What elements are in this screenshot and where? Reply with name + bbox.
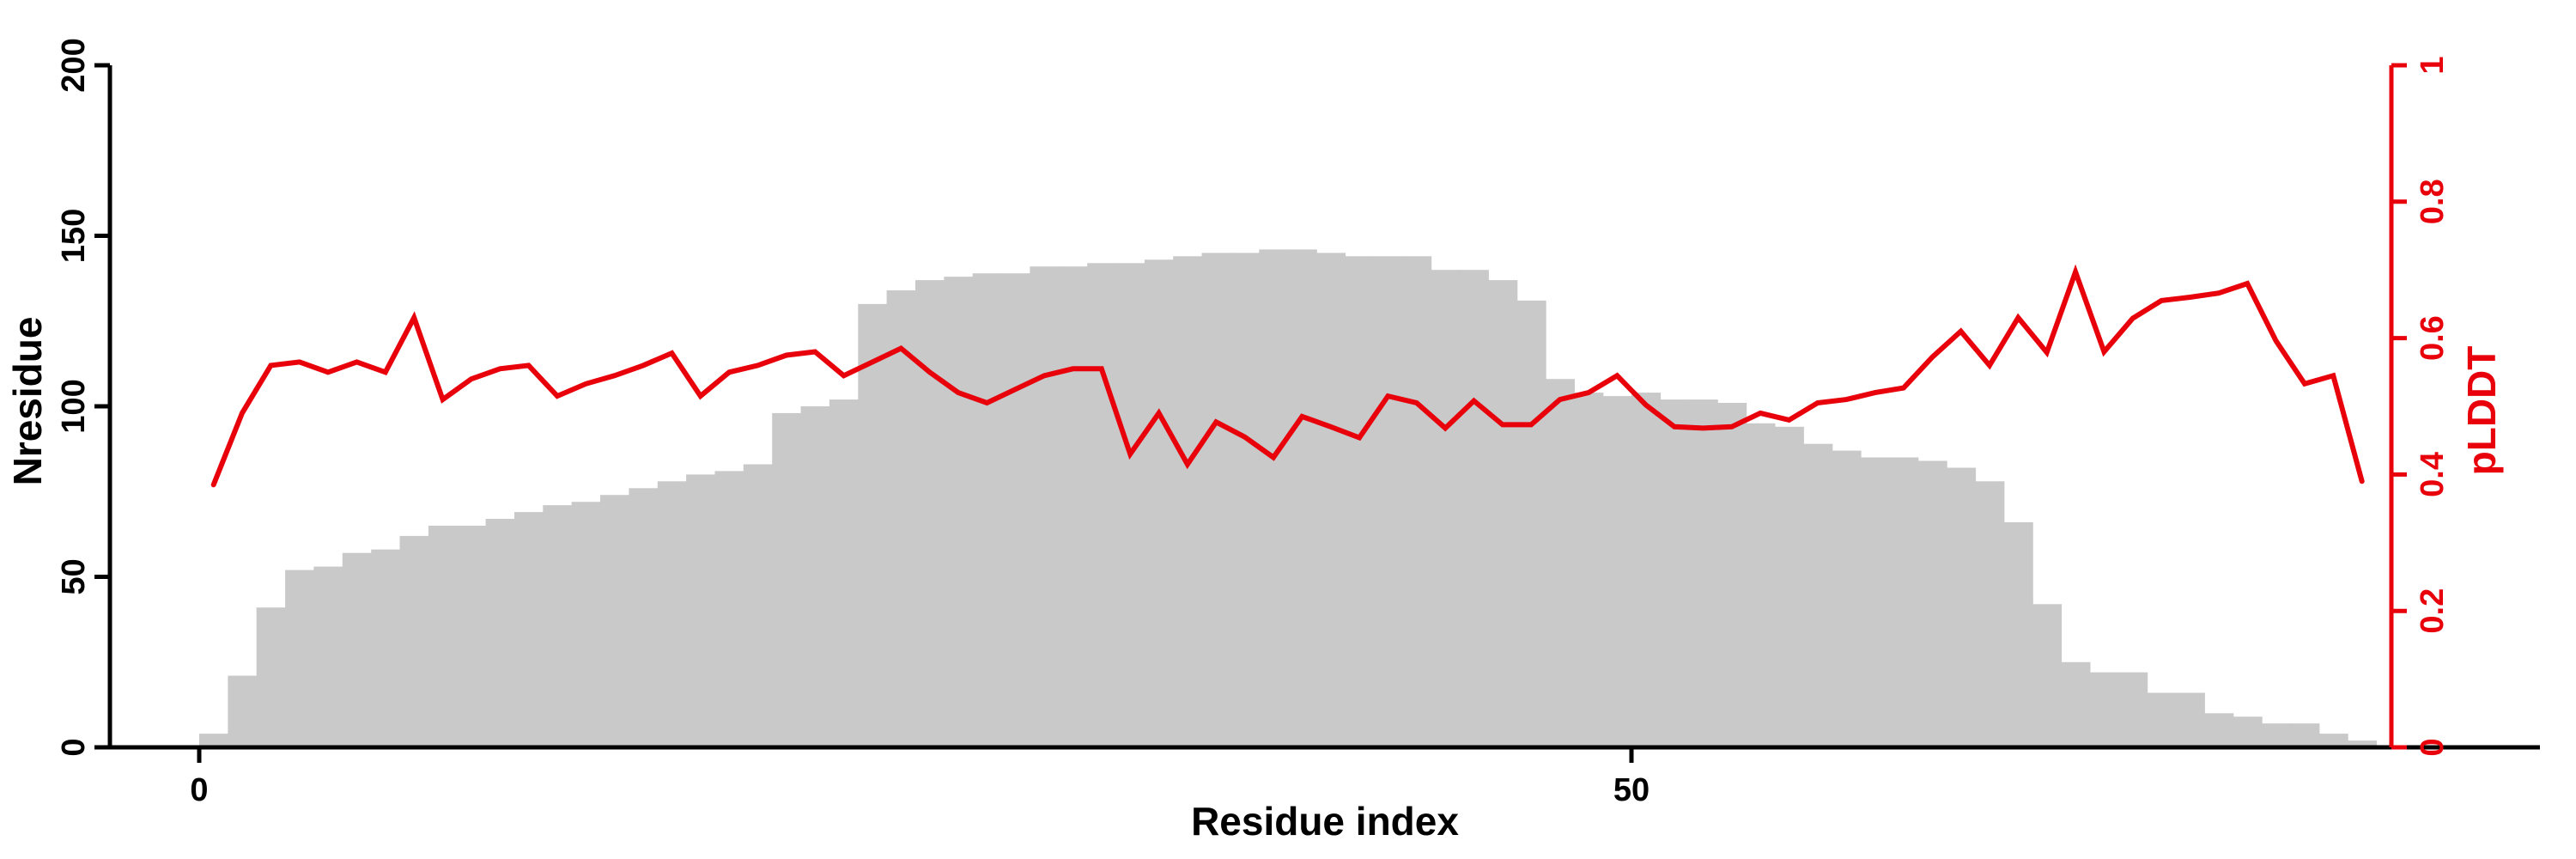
- right-tick-label: 0.4: [2415, 452, 2451, 497]
- bar: [1287, 249, 1317, 747]
- bar: [2318, 734, 2348, 747]
- bar: [2261, 723, 2291, 747]
- bar: [428, 526, 458, 748]
- bar: [2175, 692, 2205, 747]
- right-tick-label: 1: [2415, 56, 2451, 74]
- bar: [1774, 426, 1804, 747]
- bar: [629, 488, 659, 747]
- bar: [1516, 300, 1546, 747]
- right-tick-label: 0.2: [2415, 588, 2451, 634]
- bar: [1316, 253, 1346, 747]
- bar: [686, 474, 716, 747]
- bar: [1602, 396, 1632, 747]
- bar: [1947, 467, 1977, 747]
- bar: [1030, 266, 1060, 747]
- bar: [313, 566, 343, 747]
- tick-labels: 0 50 0 50 100 150 200 0 0.2 0.4 0.6 0.8 1: [56, 38, 2451, 808]
- bar: [1259, 249, 1289, 747]
- bar: [2147, 692, 2177, 747]
- left-tick-label: 0: [56, 738, 92, 756]
- bar: [1230, 253, 1261, 747]
- bar: [1545, 379, 1575, 747]
- bar: [944, 277, 974, 748]
- left-tick-label: 150: [56, 209, 92, 263]
- bar: [915, 280, 945, 748]
- left-tick-label: 200: [56, 38, 92, 92]
- bar: [228, 675, 258, 747]
- tick-marks: [94, 63, 2407, 763]
- left-tick-label: 50: [56, 558, 92, 594]
- bar: [2089, 672, 2119, 747]
- right-tick-label: 0.8: [2415, 179, 2451, 224]
- bar: [600, 495, 630, 747]
- bar: [2061, 661, 2091, 748]
- bar: [1402, 256, 1432, 747]
- bar: [2233, 716, 2263, 747]
- bar: [858, 303, 888, 747]
- right-tick-label: 0.6: [2415, 315, 2451, 361]
- left-tick-label: 100: [56, 379, 92, 433]
- bar: [972, 273, 1002, 747]
- bar: [1115, 263, 1145, 747]
- bar: [1431, 270, 1461, 747]
- bar: [772, 412, 802, 747]
- bar: [1631, 393, 1662, 747]
- bar: [1144, 259, 1174, 747]
- x-tick-label: 0: [190, 772, 208, 808]
- bar: [1746, 423, 1776, 747]
- bar: [1889, 457, 1919, 747]
- bar: [1660, 399, 1690, 747]
- bar: [2118, 672, 2148, 747]
- bar: [543, 505, 573, 747]
- bar: [199, 734, 229, 747]
- bar: [1488, 280, 1518, 748]
- bar: [1832, 450, 1862, 747]
- bar: [514, 512, 544, 747]
- bar: [657, 481, 687, 747]
- bar: [457, 526, 487, 748]
- bar: [1001, 273, 1031, 747]
- bar: [886, 290, 916, 747]
- bar-series-nresidue: [199, 249, 2378, 748]
- bar: [1803, 443, 1833, 747]
- bar: [829, 399, 859, 747]
- bar: [1459, 270, 1489, 747]
- bar: [1201, 253, 1231, 747]
- bar: [1917, 460, 1947, 747]
- bar: [2003, 522, 2033, 747]
- bar: [1173, 256, 1203, 747]
- bar: [1373, 256, 1403, 747]
- x-tick-label: 50: [1613, 772, 1649, 808]
- bar: [256, 607, 286, 747]
- bar: [2290, 723, 2320, 747]
- bar: [2032, 604, 2063, 747]
- bar: [2348, 740, 2378, 747]
- bar: [1087, 263, 1117, 747]
- bar: [714, 471, 744, 747]
- bar: [399, 535, 429, 747]
- bar: [743, 464, 773, 747]
- bar: [571, 502, 601, 747]
- bar: [800, 406, 830, 747]
- plddt-line: [210, 264, 2365, 488]
- bar: [285, 570, 315, 747]
- bar: [1717, 403, 1747, 747]
- bar: [342, 552, 372, 747]
- bar: [371, 549, 401, 747]
- bar: [1058, 266, 1088, 747]
- right-tick-label: 0: [2415, 738, 2451, 756]
- bar: [1345, 256, 1375, 747]
- bar: [485, 519, 515, 747]
- left-axis-title: Nresidue: [5, 317, 50, 486]
- bar: [2204, 713, 2234, 747]
- x-axis-title: Residue index: [1191, 799, 1459, 844]
- bar: [1688, 399, 1718, 747]
- bar: [1975, 481, 2005, 747]
- bar: [1574, 393, 1604, 747]
- right-axis-title: pLDDT: [2459, 346, 2504, 476]
- bar: [1860, 457, 1890, 747]
